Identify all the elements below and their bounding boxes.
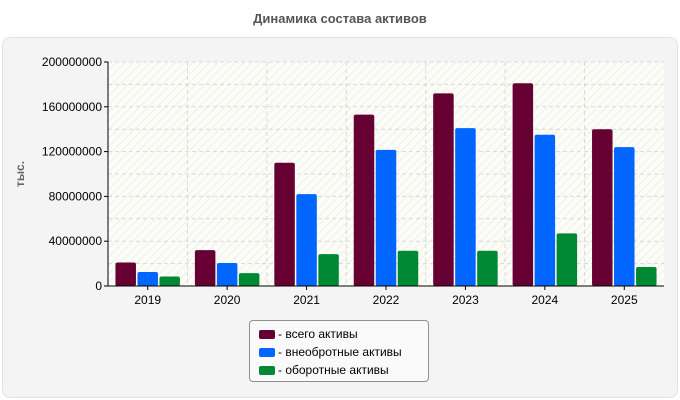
- bar-noncurrent: [455, 128, 476, 286]
- y-tick-label: 0: [95, 279, 102, 293]
- bar-current: [397, 250, 419, 286]
- x-tick-label: 2022: [373, 293, 400, 307]
- bar-noncurrent: [216, 263, 238, 286]
- x-tick-label: 2024: [532, 293, 559, 307]
- legend-label-total: - всего активы: [278, 327, 358, 341]
- bar-total: [592, 129, 613, 286]
- x-tick-label: 2025: [611, 293, 638, 307]
- y-tick-label: 200000000: [42, 55, 102, 69]
- bar-total: [353, 114, 375, 286]
- legend-label-noncurrent: - внеобротные активы: [278, 345, 402, 359]
- x-tick-label: 2020: [214, 293, 241, 307]
- bar-noncurrent: [614, 147, 635, 286]
- y-axis-label: тыс.: [13, 161, 27, 187]
- y-tick-label: 80000000: [49, 189, 103, 203]
- legend-item-current: - оборотные активы: [259, 361, 428, 379]
- bar-current: [477, 250, 498, 286]
- bar-total: [512, 83, 534, 286]
- y-tick-label: 120000000: [42, 145, 102, 159]
- bar-current: [556, 233, 578, 286]
- x-tick-label: 2023: [452, 293, 479, 307]
- y-tick-label: 40000000: [49, 234, 103, 248]
- legend-swatch-total: [259, 329, 275, 339]
- bar-total: [194, 250, 216, 286]
- bar-noncurrent: [375, 149, 397, 286]
- bar-total: [274, 162, 295, 286]
- chart-title: Динамика состава активов: [253, 11, 427, 26]
- y-tick-label: 160000000: [42, 100, 102, 114]
- bar-noncurrent: [296, 194, 317, 286]
- legend-swatch-current: [259, 365, 275, 375]
- legend-item-total: - всего активы: [259, 325, 428, 343]
- legend-item-noncurrent: - внеобротные активы: [259, 343, 428, 361]
- bar-current: [159, 276, 180, 286]
- bar-current: [318, 254, 339, 286]
- legend-label-current: - оборотные активы: [278, 363, 389, 377]
- x-tick-label: 2021: [293, 293, 320, 307]
- bar-noncurrent: [534, 134, 556, 286]
- bar-total: [433, 93, 454, 286]
- legend-swatch-noncurrent: [259, 347, 275, 357]
- bar-noncurrent: [137, 272, 158, 286]
- bar-current: [238, 273, 260, 286]
- bar-current: [636, 266, 657, 286]
- legend: - всего активы - внеобротные активы - об…: [249, 320, 429, 382]
- x-tick-label: 2019: [134, 293, 161, 307]
- bar-total: [115, 262, 136, 286]
